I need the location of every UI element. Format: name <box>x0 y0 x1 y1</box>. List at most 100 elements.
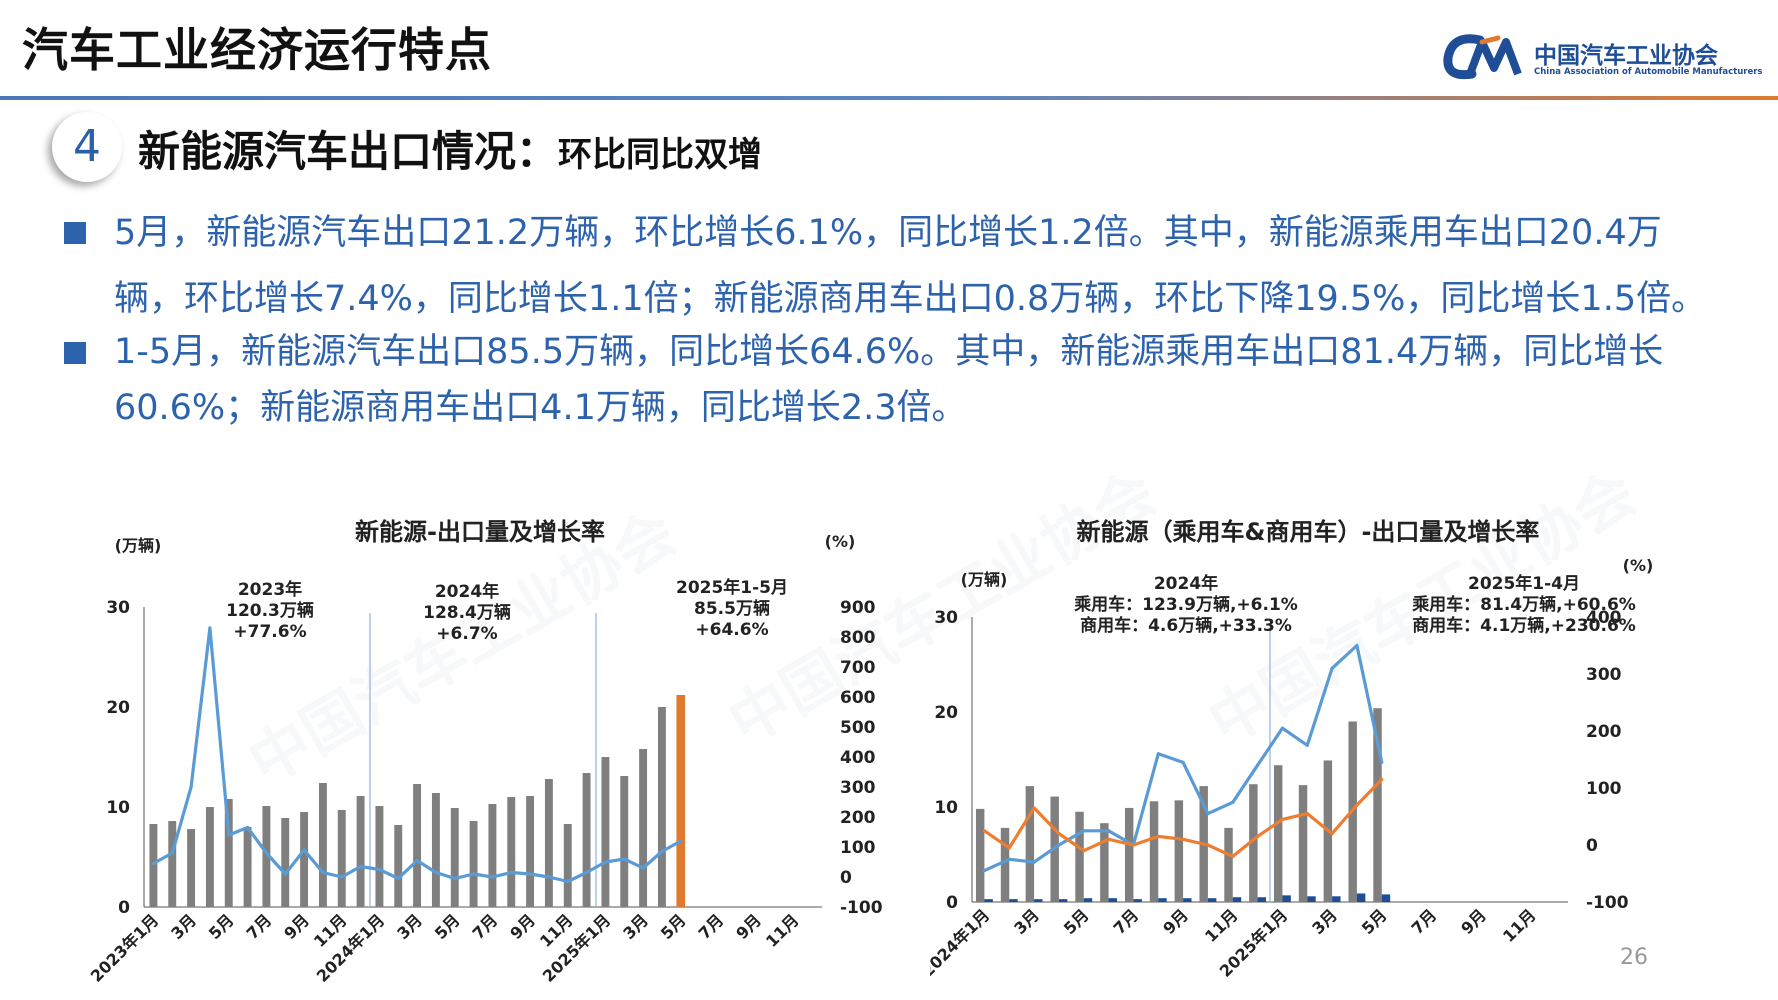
chart-annotation: +64.6% <box>695 620 768 640</box>
chart-annotation: 商用车：4.6万辆,+33.3% <box>1080 615 1292 636</box>
data-bar <box>1009 899 1018 902</box>
x-tick-label: 9月 <box>732 910 765 943</box>
growth-rate-point <box>1355 643 1359 648</box>
growth-rate-point <box>471 872 476 876</box>
data-bar <box>431 793 440 907</box>
x-tick-label: 7月 <box>695 910 728 943</box>
data-bar <box>1273 765 1283 902</box>
growth-rate-point <box>1007 846 1011 850</box>
data-bar <box>1224 827 1233 902</box>
x-tick-label: 5月 <box>1358 905 1391 938</box>
data-bar <box>526 796 535 907</box>
growth-rate-point <box>641 866 645 870</box>
data-bar <box>620 776 629 907</box>
bullet-text: 5月，新能源汽车出口21.2万辆，环比增长6.1%，同比增长1.2倍。其中，新能… <box>114 213 1707 319</box>
growth-rate-point <box>1106 837 1111 841</box>
bullet-square-icon <box>64 342 86 364</box>
x-tick-label: 5月 <box>431 910 464 943</box>
growth-rate-point <box>622 857 626 861</box>
y2-tick-label: 500 <box>840 718 876 738</box>
x-tick-label: 3月 <box>167 910 200 943</box>
y2-tick-label: 700 <box>840 658 876 678</box>
chart-title: 新能源-出口量及增长率 <box>355 518 605 546</box>
chart-annotation: +6.7% <box>436 624 497 644</box>
data-bar <box>639 749 648 907</box>
data-bar <box>1124 807 1134 902</box>
growth-rate-point <box>1156 834 1160 839</box>
data-bar <box>1083 898 1093 902</box>
y2-tick-label: 800 <box>840 628 876 648</box>
growth-rate-point <box>679 839 683 843</box>
data-bar <box>1373 708 1382 902</box>
y2-tick-label: 200 <box>840 808 876 828</box>
growth-rate-point <box>528 872 532 876</box>
y-tick-label: 10 <box>106 798 130 818</box>
growth-rate-point <box>264 851 269 855</box>
growth-rate-point <box>1231 854 1235 858</box>
chart-annotation: 商用车：4.1万辆,+230.6% <box>1412 615 1636 636</box>
y-tick-label: 0 <box>118 898 130 918</box>
x-tick-label: 3月 <box>1308 905 1341 938</box>
data-bar <box>262 806 271 907</box>
growth-rate-point <box>283 872 287 876</box>
growth-rate-point <box>1057 832 1061 836</box>
y-tick-label: 30 <box>106 598 130 618</box>
growth-rate-point <box>1380 760 1384 764</box>
data-bar <box>469 821 478 907</box>
data-bar <box>984 899 993 902</box>
growth-rate-point <box>227 833 231 837</box>
data-bar <box>1034 899 1043 902</box>
section-title: 新能源汽车出口情况：环比同比双增 <box>138 118 762 179</box>
data-bar <box>318 783 327 907</box>
data-bar <box>1133 899 1142 902</box>
growth-rate-point <box>1231 800 1235 804</box>
growth-rate-point <box>1156 752 1160 756</box>
growth-rate-point <box>982 829 987 833</box>
data-bar <box>488 804 497 907</box>
growth-rate-point <box>1330 832 1334 836</box>
y2-tick-label: 0 <box>840 868 852 888</box>
data-bar <box>1100 823 1109 902</box>
x-tick-label: 9月 <box>1457 905 1490 938</box>
growth-rate-point <box>1380 777 1384 782</box>
section-title-sub: 环比同比双增 <box>558 135 763 175</box>
data-bar <box>1381 894 1391 902</box>
data-bar <box>1298 785 1308 902</box>
data-bar <box>1207 898 1217 902</box>
data-bar <box>544 779 553 907</box>
bullet-text: 1-5月，新能源汽车出口85.5万辆，同比增长64.6%。其中，新能源乘用车出口… <box>114 332 1664 428</box>
growth-rate-point <box>1255 834 1260 839</box>
section-title-main: 新能源汽车出口情况： <box>138 127 559 176</box>
y2-tick-label: -100 <box>840 898 883 918</box>
x-tick-label: 9月 <box>1159 905 1192 938</box>
growth-rate-point <box>1181 837 1185 841</box>
chart-annotation: +77.6% <box>233 622 306 642</box>
growth-rate-point <box>509 870 513 875</box>
data-bar <box>1158 898 1167 902</box>
chart-annotation: 85.5万辆 <box>694 598 770 619</box>
growth-rate-point <box>377 867 382 872</box>
data-bar <box>507 797 516 907</box>
data-bar <box>337 810 346 907</box>
y2-tick-label: 900 <box>840 598 876 618</box>
y2-tick-label: 300 <box>1586 665 1622 685</box>
y2-tick-label: 600 <box>840 688 876 708</box>
x-tick-label: 7月 <box>469 910 502 943</box>
growth-rate-point <box>1181 760 1185 764</box>
growth-rate-point <box>1032 806 1036 810</box>
y-tick-label: 20 <box>934 703 958 723</box>
bullet-square-icon <box>64 222 86 244</box>
chart-ne-passenger-commercial-export: 新能源（乘用车&商用车）-出口量及增长率 (万辆) (%) 0 10 20 30 -100 0 1… <box>930 518 1653 981</box>
chart-annotation: 2025年1-4月 <box>1468 573 1580 594</box>
growth-rate-point <box>340 875 344 879</box>
growth-rate-point <box>1057 843 1061 847</box>
x-tick-label: 2023年1月 <box>87 910 162 985</box>
chart-annotation: 2024年 <box>1154 573 1218 594</box>
data-bar <box>413 784 422 907</box>
chart-annotation: 2025年1-5月 <box>676 577 788 598</box>
growth-rate-point <box>434 870 438 875</box>
growth-rate-point <box>245 825 250 830</box>
growth-rate-point <box>1082 829 1086 833</box>
data-bar <box>1149 801 1159 902</box>
growth-rate-point <box>189 785 193 789</box>
